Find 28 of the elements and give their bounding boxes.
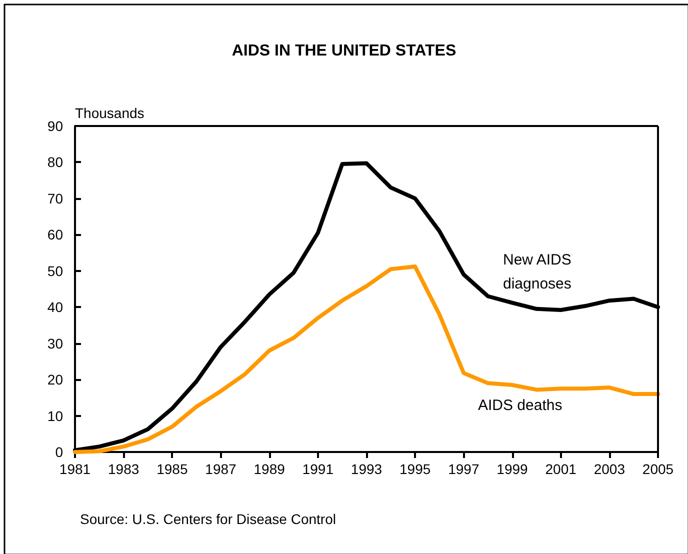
series-label: AIDS deaths [478, 397, 562, 414]
y-tick-label: 0 [55, 444, 64, 460]
y-tick-label: 10 [47, 408, 64, 424]
x-tick-label: 1987 [205, 461, 237, 477]
x-tick-label: 1991 [302, 461, 334, 477]
x-tick-label: 1999 [496, 461, 528, 477]
x-tick-label: 1983 [108, 461, 140, 477]
x-tick-label: 1997 [448, 461, 480, 477]
y-tick-label: 60 [47, 226, 64, 243]
y-tick-label: 30 [47, 335, 64, 352]
x-tick-label: 2003 [594, 461, 626, 477]
x-tick-label: 1985 [156, 461, 188, 477]
series-label: New AIDS diagnoses [503, 252, 572, 292]
y-tick-label: 20 [47, 372, 64, 388]
y-tick-label: 90 [47, 118, 64, 134]
x-tick-label: 2001 [545, 461, 577, 477]
x-tick-label: 1995 [400, 461, 431, 477]
y-tick-label: 70 [47, 190, 64, 206]
x-tick-label: 1993 [350, 461, 382, 477]
y-axis-title: Thousands [75, 105, 144, 121]
x-tick-label: 2005 [642, 461, 674, 477]
source-note: Source: U.S. Centers for Disease Control [80, 511, 336, 527]
x-tick-label: 1989 [254, 461, 286, 477]
y-tick-label: 50 [47, 262, 64, 279]
x-tick-label: 1981 [59, 461, 91, 477]
y-tick-label: 40 [47, 299, 64, 316]
y-tick-label: 80 [47, 154, 64, 170]
chart-title: AIDS IN THE UNITED STATES [232, 42, 456, 60]
